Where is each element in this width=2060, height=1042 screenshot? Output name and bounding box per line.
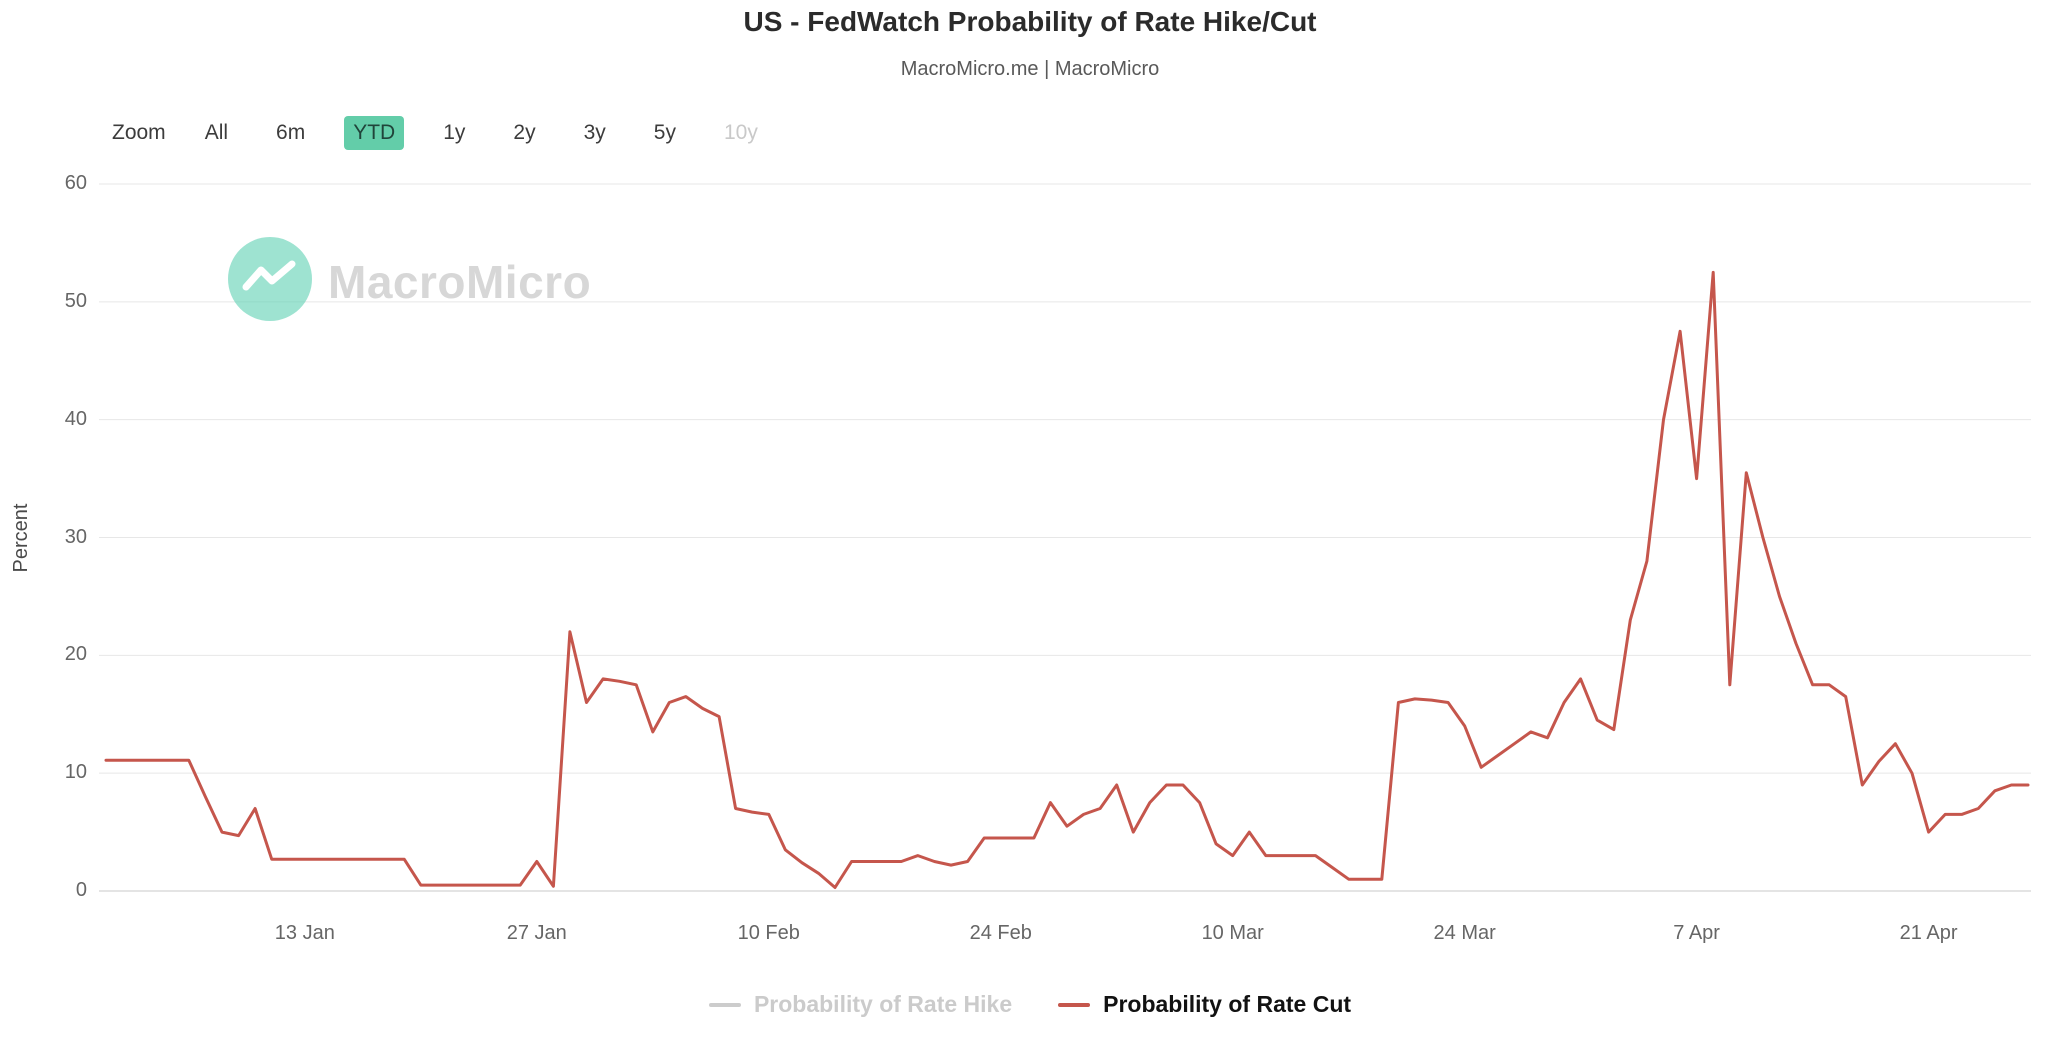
rate-cut-legend-marker [1058, 1002, 1091, 1007]
x-tick-label-10-feb: 10 Feb [737, 922, 800, 944]
zoom-button-3y[interactable]: 3y [583, 121, 606, 144]
x-tick-label-13-jan: 13 Jan [274, 922, 335, 944]
x-tick-label-10-mar: 10 Mar [1201, 922, 1264, 944]
zoom-button-1y[interactable]: 1y [443, 121, 466, 144]
x-tick-label-27-jan: 27 Jan [506, 922, 567, 944]
zoom-button-6m[interactable]: 6m [276, 121, 306, 144]
x-tick-label-21-apr: 21 Apr [1899, 922, 1958, 944]
y-tick-label-40: 40 [64, 407, 87, 430]
zoom-button-10y[interactable]: 10y [723, 121, 758, 144]
chart-legend: Probability of Rate Hike Probability of … [0, 991, 2060, 1018]
y-tick-label-0: 0 [75, 879, 87, 901]
chart-title: US - FedWatch Probability of Rate Hike/C… [743, 6, 1317, 37]
y-tick-label-50: 50 [64, 289, 87, 312]
zoom-label: Zoom [112, 121, 166, 144]
y-tick-label-60: 60 [64, 172, 87, 194]
zoom-button-ytd[interactable]: YTD [344, 116, 405, 150]
zoom-button-2y[interactable]: 2y [513, 121, 536, 144]
rate-cut-series-line[interactable] [104, 270, 2030, 889]
chart-subtitle: MacroMicro.me | MacroMicro [900, 58, 1160, 80]
rate-cut-legend-label: Probability of Rate Cut [1103, 991, 1352, 1017]
zoom-toolbar: Zoom All 6m YTD 1y 2y 3y 5y 10y [112, 116, 767, 150]
y-tick-label-10: 10 [64, 761, 87, 784]
rate-hike-legend-marker [708, 1002, 741, 1007]
legend-item-rate-cut[interactable]: Probability of Rate Cut [1058, 991, 1351, 1018]
y-tick-label-20: 20 [64, 643, 87, 666]
gridlines [99, 183, 2031, 892]
zoom-button-5y[interactable]: 5y [653, 121, 676, 144]
legend-item-rate-hike[interactable]: Probability of Rate Hike [708, 991, 1013, 1018]
x-tick-label-24-mar: 24 Mar [1433, 922, 1496, 944]
zoom-buttons-group: All 6m YTD 1y 2y 3y 5y 10y [196, 116, 767, 150]
x-tick-label-24-feb: 24 Feb [969, 922, 1032, 944]
rate-hike-legend-label: Probability of Rate Hike [753, 991, 1013, 1017]
zoom-button-all[interactable]: All [204, 121, 229, 144]
x-tick-label-7-apr: 7 Apr [1673, 922, 1720, 944]
y-tick-label-30: 30 [64, 525, 87, 548]
